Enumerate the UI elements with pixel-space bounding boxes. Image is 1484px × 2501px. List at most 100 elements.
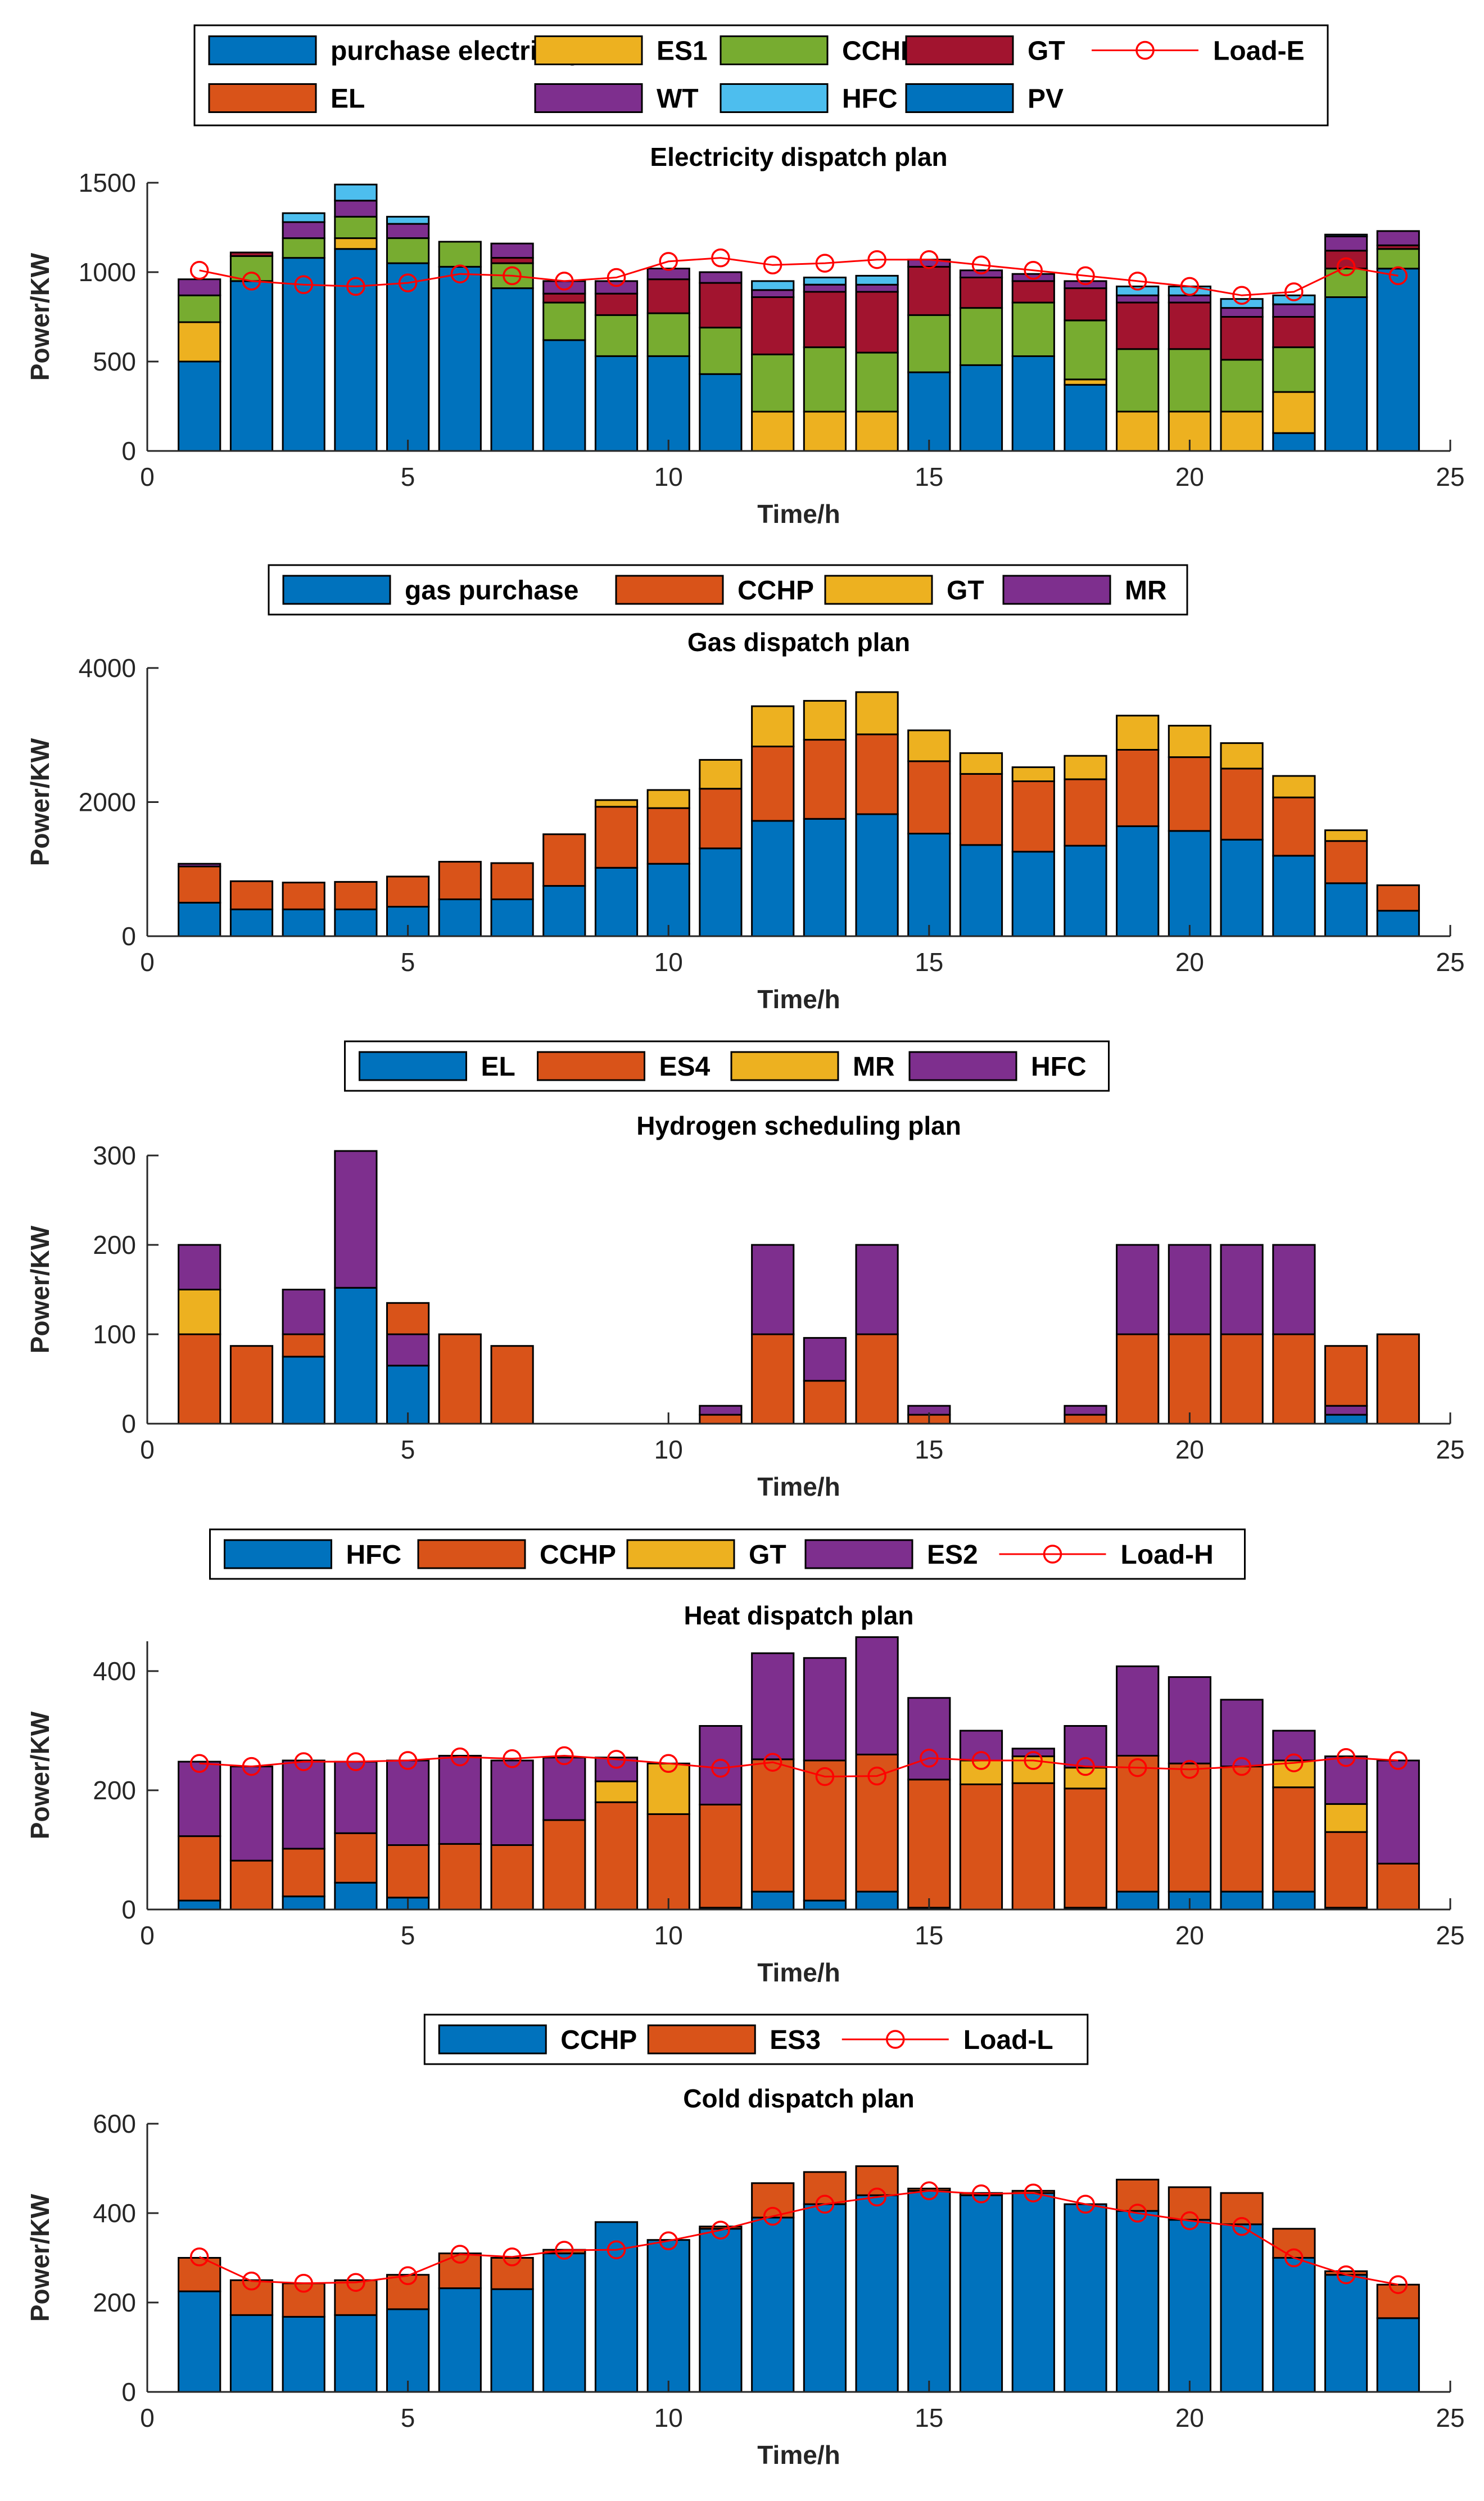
y-tick-label: 0 xyxy=(121,436,136,466)
bar-cchp-t4 xyxy=(334,881,378,910)
bar-es4-t14 xyxy=(855,1333,899,1425)
load-marker-t4 xyxy=(346,277,365,296)
bar-hfc-t4 xyxy=(334,1881,378,1911)
load-marker-t3 xyxy=(294,275,313,295)
bar-cchp-t2 xyxy=(229,880,274,910)
bar-cchp-t16 xyxy=(959,2194,1003,2393)
load-marker-t17 xyxy=(1024,1751,1043,1770)
bar-gt-t10 xyxy=(646,789,690,809)
load-marker-t1 xyxy=(189,2247,209,2267)
load-marker-t20 xyxy=(1180,2211,1200,2231)
x-tick-label: 25 xyxy=(1436,1921,1464,1950)
load-marker-t10 xyxy=(659,2231,678,2251)
bar-mr-t1 xyxy=(178,863,221,868)
bar-es3-t5 xyxy=(386,2274,430,2310)
bar-es3-t6 xyxy=(438,2252,482,2290)
legend-label-el: EL xyxy=(481,1052,515,1082)
bar-cchp-t8 xyxy=(542,833,586,887)
bar-gt-t23 xyxy=(1324,829,1368,842)
bar-es4-t19 xyxy=(1116,1333,1160,1425)
legend-swatch-es1 xyxy=(534,35,643,65)
x-axis-label: Time/h xyxy=(757,985,840,1014)
bar-purchase-electricity-t3 xyxy=(282,257,325,452)
load-marker-t1 xyxy=(189,261,209,280)
load-marker-t2 xyxy=(242,2272,261,2291)
bar-wt-t21 xyxy=(1220,307,1264,318)
bar-gt-t10 xyxy=(646,278,690,314)
bar-es3-t4 xyxy=(334,2279,378,2316)
bar-gt-t14 xyxy=(855,291,899,354)
load-marker-t21 xyxy=(1232,1757,1251,1776)
bar-cchp-t3 xyxy=(282,1848,325,1898)
chart-5: Cold dispatch plan 0 5 10 15 20 25 0 200 400 600 Ti… xyxy=(25,2014,1465,2470)
x-tick-label: 20 xyxy=(1175,1921,1204,1950)
bar-es4-t1 xyxy=(178,1333,221,1425)
chart-title: Electricity dispatch plan xyxy=(650,142,947,171)
bar-cchp-t15 xyxy=(907,2189,951,2393)
bar-purchase-electricity-t10 xyxy=(646,355,690,452)
bar-cchp-t24 xyxy=(1376,2317,1420,2393)
bar-hfc-t21 xyxy=(1220,1890,1264,1911)
bar-es4-t6 xyxy=(438,1333,482,1425)
legend-swatch-hfc xyxy=(720,83,829,113)
bar-hfc-t1 xyxy=(178,1244,221,1290)
bar-cchp-t14 xyxy=(855,733,899,815)
bar-cchp-t2 xyxy=(229,2314,274,2393)
legend-label-mr: MR xyxy=(853,1052,895,1082)
load-marker-t14 xyxy=(867,2187,886,2207)
legend-label-gt: GT xyxy=(947,576,984,606)
bar-gt-t9 xyxy=(594,1780,639,1803)
bar-gt-t11 xyxy=(699,282,743,329)
bar-es3-t12 xyxy=(751,2182,795,2219)
load-marker-t12 xyxy=(763,255,782,275)
x-tick-label: 10 xyxy=(654,1435,683,1464)
x-tick-label: 5 xyxy=(401,462,415,491)
bar-cchp-t5 xyxy=(386,1844,430,1899)
legend-swatch-gt xyxy=(905,35,1014,65)
bar-cchp-t13 xyxy=(803,2203,847,2393)
bar-es4-b-t23 xyxy=(1324,1345,1368,1407)
load-marker-t23 xyxy=(1336,2265,1356,2285)
bar-cchp-t23 xyxy=(1324,2274,1368,2393)
chart-2: Gas dispatch plan 0 5 10 15 20 25 0 2000 4000 Time… xyxy=(25,564,1465,1014)
bar-gas-purchase-t15 xyxy=(907,833,951,937)
load-marker-t11 xyxy=(711,248,730,268)
legend-swatch-cchp xyxy=(417,1539,526,1569)
load-marker-t19 xyxy=(1128,272,1147,291)
bar-gas-purchase-t23 xyxy=(1324,882,1368,937)
bar-hfc-t11 xyxy=(699,1405,743,1416)
bar-gt-t12 xyxy=(751,296,795,355)
load-marker-t13 xyxy=(815,2195,835,2214)
load-marker-t11 xyxy=(711,2220,730,2240)
legend-swatch-cchp xyxy=(615,575,724,605)
bar-es2-t11 xyxy=(699,1725,743,1805)
x-tick-label: 0 xyxy=(140,1921,155,1950)
bar-es2-t6 xyxy=(438,1755,482,1845)
bar-cchp-t13 xyxy=(803,1759,847,1902)
y-tick-label: 200 xyxy=(93,1230,136,1259)
bar-es1-t1 xyxy=(178,321,221,363)
legend-swatch-hfc xyxy=(224,1539,332,1569)
load-marker-t23 xyxy=(1336,257,1356,277)
bar-es2-t1 xyxy=(178,1760,221,1838)
chart-4: Heat dispatch plan 0 5 10 15 20 25 0 200 400 Time/… xyxy=(25,1528,1465,1987)
bar-cchp-t10 xyxy=(646,312,690,357)
bar-cchp-t9 xyxy=(594,314,639,357)
bar-gas-purchase-t14 xyxy=(855,813,899,937)
y-tick-label: 400 xyxy=(93,1656,136,1686)
load-marker-t7 xyxy=(503,1749,522,1768)
bar-cchp-t13 xyxy=(803,346,847,413)
y-tick-label: 500 xyxy=(93,347,136,376)
bar-mr-t1 xyxy=(178,1289,221,1335)
bar-gt-t2 xyxy=(229,251,274,257)
bar-es4-t20 xyxy=(1168,1333,1212,1425)
bar-es3-t24 xyxy=(1376,2283,1420,2319)
legend-swatch-hfc xyxy=(908,1051,1017,1081)
bar-cchp-t3 xyxy=(282,2315,325,2393)
load-marker-t17 xyxy=(1024,2183,1043,2202)
bar-cchp-t17 xyxy=(1011,301,1055,357)
bar-hfc-t3 xyxy=(282,1289,325,1335)
y-tick-label: 0 xyxy=(121,922,136,951)
legend-marker-load-l xyxy=(886,2030,905,2049)
load-marker-t11 xyxy=(711,1759,730,1778)
